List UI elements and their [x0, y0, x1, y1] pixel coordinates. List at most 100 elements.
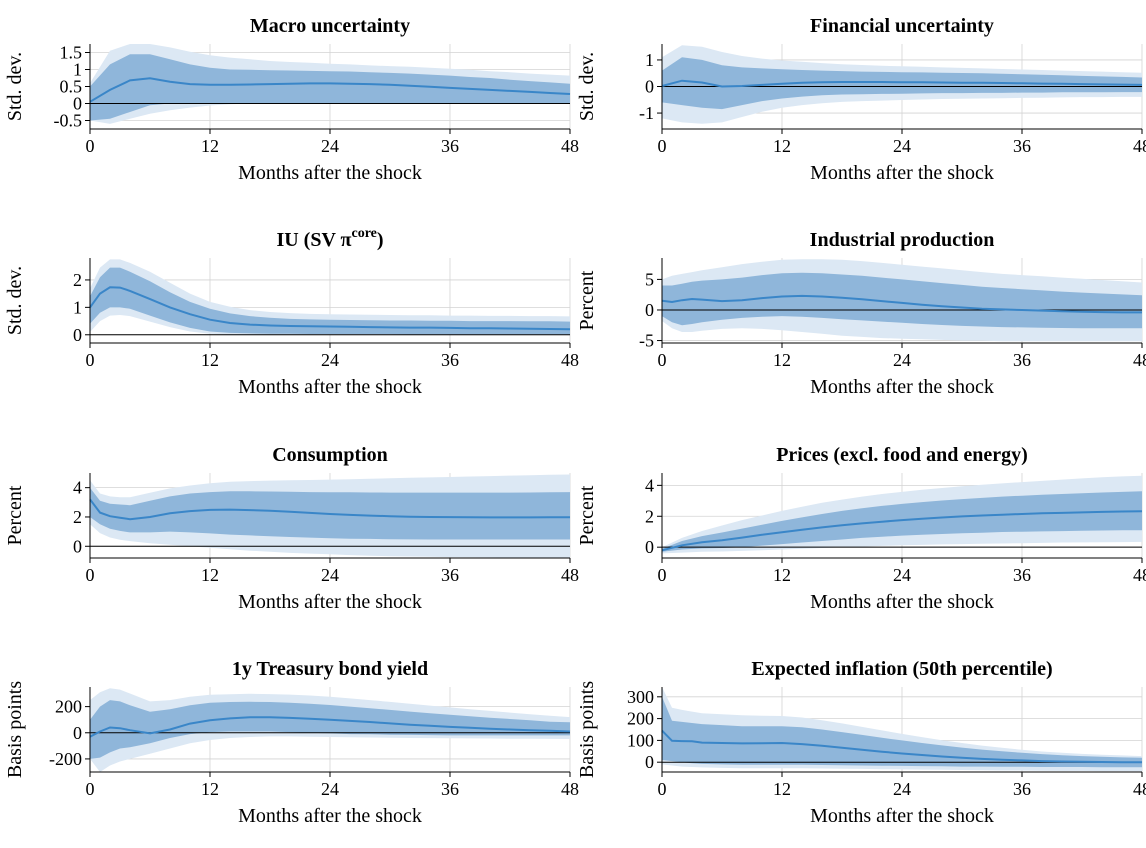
inner-credible-band [662, 491, 1142, 552]
x-tick-label: 12 [773, 136, 791, 156]
chart-title: Prices (excl. food and energy) [776, 444, 1028, 466]
x-tick-label: 12 [201, 136, 219, 156]
y-tick-label: 5 [645, 269, 654, 289]
x-tick-label: 24 [893, 565, 911, 585]
x-tick-label: 12 [773, 350, 791, 370]
chart-panel: 0 12 24 36 48 4 2 0 Consumption Months after the … [4, 444, 579, 613]
chart-title: Macro uncertainty [250, 15, 410, 37]
x-tick-label: 24 [321, 565, 339, 585]
median-response-line [661, 510, 1143, 552]
x-tick-label: 48 [561, 779, 579, 799]
y-tick-label: 2 [645, 506, 654, 526]
y-tick-label: 200 [55, 697, 82, 717]
y-tick-label: 0 [73, 536, 82, 556]
x-tick-label: 12 [773, 779, 791, 799]
x-tick-label: 48 [561, 565, 579, 585]
y-axis-label: Percent [4, 485, 26, 545]
inner-credible-band [90, 54, 570, 121]
y-tick-label: -200 [49, 749, 82, 769]
chart-title-text: Macro uncertainty [250, 15, 410, 37]
inner-credible-band [662, 696, 1142, 768]
y-axis-label: Basis points [576, 681, 598, 778]
chart-title: Financial uncertainty [810, 15, 994, 37]
median-response-line [661, 79, 1143, 88]
median-response-line [661, 729, 1142, 764]
y-tick-label: -1 [639, 103, 654, 123]
y-tick-label: 4 [645, 475, 654, 495]
x-tick-label: 36 [1013, 136, 1031, 156]
chart-title-end: ) [377, 229, 384, 251]
chart-title: Expected inflation (50th percentile) [751, 658, 1052, 680]
x-tick-label: 48 [561, 136, 579, 156]
y-tick-label: 0 [73, 325, 82, 345]
x-tick-label: 48 [561, 350, 579, 370]
x-axis-label: Months after the shock [238, 805, 422, 827]
x-axis-label: Months after the shock [810, 162, 994, 184]
chart-panel: 0 12 24 36 48 4 2 0 Prices (excl. food and energ… [576, 444, 1146, 613]
y-tick-label: -5 [639, 331, 654, 351]
y-tick-label: -0.5 [54, 111, 83, 131]
median-response-line [89, 498, 570, 521]
x-tick-label: 48 [1133, 565, 1146, 585]
x-tick-label: 36 [1013, 565, 1031, 585]
median-response-line [89, 286, 571, 331]
x-tick-label: 0 [658, 779, 667, 799]
x-tick-label: 0 [658, 565, 667, 585]
x-tick-label: 0 [86, 350, 95, 370]
x-axis-label: Months after the shock [238, 376, 422, 398]
y-axis-label: Percent [576, 485, 598, 545]
chart-title-text: Financial uncertainty [810, 15, 994, 37]
chart-title: Industrial production [810, 229, 995, 251]
chart-title: Consumption [272, 444, 388, 466]
inner-credible-band [90, 700, 570, 759]
median-response-line [89, 716, 571, 738]
y-axis-label: Percent [576, 270, 598, 330]
x-tick-label: 48 [1133, 350, 1146, 370]
x-tick-label: 24 [321, 350, 339, 370]
x-tick-label: 48 [1133, 136, 1146, 156]
x-axis-label: Months after the shock [810, 805, 994, 827]
x-tick-label: 24 [893, 350, 911, 370]
chart-title-text: Industrial production [810, 229, 995, 251]
y-tick-label: 300 [627, 687, 654, 707]
y-tick-label: 0.5 [60, 77, 83, 97]
y-axis-label: Std. dev. [4, 266, 26, 335]
chart-title-text: Prices (excl. food and energy) [776, 444, 1028, 466]
y-tick-label: 0 [73, 94, 82, 114]
x-tick-label: 36 [441, 779, 459, 799]
y-tick-label: 0 [645, 537, 654, 557]
chart-title: IU (SV πcore) [276, 226, 383, 251]
y-tick-label: 1.5 [60, 43, 83, 63]
x-tick-label: 12 [201, 350, 219, 370]
inner-credible-band [90, 267, 570, 335]
y-axis-label: Basis points [4, 681, 26, 778]
y-tick-label: 1 [73, 297, 82, 317]
x-tick-label: 24 [893, 779, 911, 799]
x-axis-label: Months after the shock [810, 376, 994, 398]
y-axis-label: Std. dev. [4, 52, 26, 121]
y-tick-label: 2 [73, 507, 82, 527]
x-tick-label: 0 [658, 136, 667, 156]
chart-panel: 0 12 24 36 48 2 1 0 IU (SV πcore) Months after th… [4, 226, 579, 398]
inner-credible-band [662, 272, 1142, 329]
x-tick-label: 12 [201, 779, 219, 799]
x-tick-label: 24 [893, 136, 911, 156]
y-tick-label: 0 [73, 723, 82, 743]
median-response-line [661, 294, 1142, 314]
y-tick-label: 100 [627, 730, 654, 750]
median-response-line [89, 77, 571, 103]
x-tick-label: 36 [1013, 350, 1031, 370]
chart-title-superscript: core [352, 226, 377, 241]
y-tick-label: 2 [73, 270, 82, 290]
y-tick-label: 0 [645, 77, 654, 97]
x-tick-label: 12 [773, 565, 791, 585]
chart-title-text: 1y Treasury bond yield [232, 658, 428, 680]
x-tick-label: 36 [441, 136, 459, 156]
chart-title-text: IU (SV π [276, 229, 351, 251]
y-tick-label: 0 [645, 300, 654, 320]
